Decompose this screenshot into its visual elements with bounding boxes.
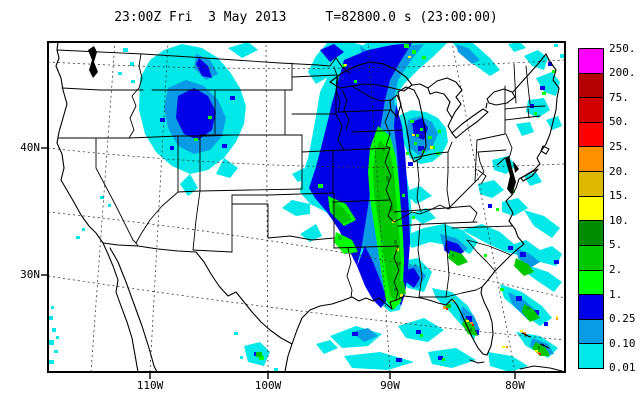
colorbar-cell-orange (578, 146, 604, 173)
great-lakes (329, 61, 516, 163)
precip-layer-orange (443, 306, 558, 354)
state-borders (56, 49, 546, 301)
plot-title: 23:00Z Fri 3 May 2013 T=82800.0 s (23:00… (114, 10, 498, 25)
colorbar-boundary-label: 250. (609, 41, 636, 55)
colorbar-cell-green (578, 244, 604, 271)
lon-label-100w: 100W (254, 379, 282, 392)
colorbar-boundary-label: 2. (609, 263, 623, 277)
lon-label-90w: 90W (380, 379, 400, 392)
colorbar-boundary-label: 0.10 (609, 336, 636, 350)
axis-ticks (41, 147, 516, 379)
colorbar-boundary-label: 25. (609, 139, 629, 153)
colorbar-boundary-label: 10. (609, 213, 629, 227)
colorbar-cell-dodger (578, 318, 604, 345)
map-frame (47, 41, 566, 373)
colorbar-cell-maroon (578, 72, 604, 99)
colorbar-cell-magenta (578, 48, 604, 74)
precip-layer-green (256, 140, 550, 357)
precip-layer-dark-green (382, 148, 540, 349)
colorbar-boundary-label: 20. (609, 164, 629, 178)
colorbar-cell-green_bright (578, 269, 604, 296)
colorbar-boundary-label: 5. (609, 238, 623, 252)
colorbar-cell-yellow (578, 195, 604, 222)
colorbar-boundary-label: 200. (609, 66, 636, 80)
colorbar-cell-blue (578, 294, 604, 320)
colorbar: 250. 200. 75. 50. 25. 20. 15. 10. 5. 2. 1. 0.25 0.10… (578, 42, 640, 378)
colorbar-boundary-label: 0.01 (609, 361, 636, 375)
colorbar-cell-green_dark (578, 220, 604, 246)
colorbar-cell-cyan (578, 343, 604, 369)
colorbar-cell-gold (578, 171, 604, 197)
lat-label-40n: 40N (20, 141, 40, 154)
colorbar-cell-red (578, 121, 604, 148)
lon-label-80w: 80W (505, 379, 525, 392)
colorbar-boundary-label: 50. (609, 115, 629, 129)
graticule (48, 42, 565, 372)
colorbar-boundary-label: 1. (609, 287, 623, 301)
coastlines (55, 42, 563, 372)
lat-label-30n: 30N (20, 268, 40, 281)
colorbar-boundary-label: 15. (609, 189, 629, 203)
precip-layer-cyan (48, 42, 564, 372)
colorbar-cell-red_dark (578, 97, 604, 123)
lon-label-110w: 110W (136, 379, 164, 392)
colorbar-boundary-label: 0.25 (609, 312, 636, 326)
colorbar-boundary-label: 75. (609, 90, 629, 104)
